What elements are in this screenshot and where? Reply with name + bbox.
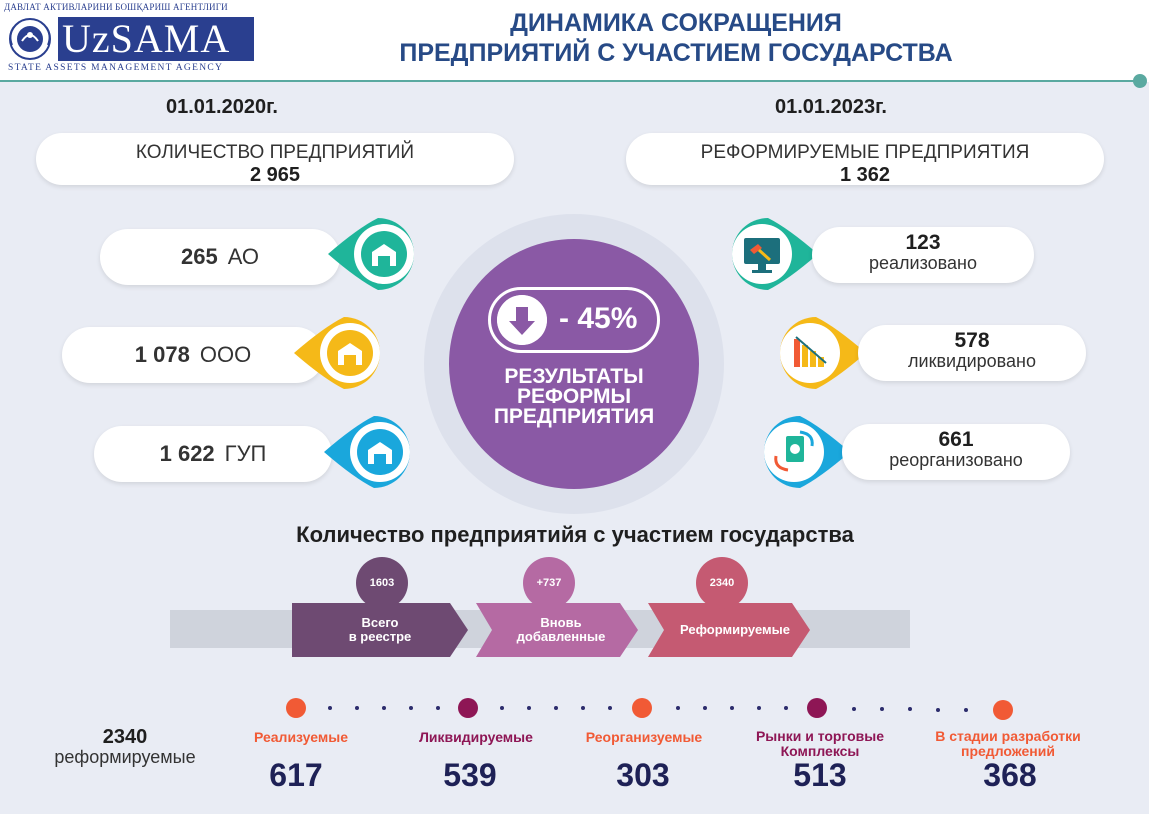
registry-bubble-reformed: 2340 <box>696 557 748 609</box>
money-cycle-icon <box>764 416 850 488</box>
category-value-reorganized: 303 <box>616 757 670 793</box>
total-enterprises-label: КОЛИЧЕСТВО ПРЕДПРИЯТИЙ <box>135 142 415 163</box>
center-caption: РЕЗУЛЬТАТЫ РЕФОРМЫ ПРЕДПРИЯТИЯ <box>493 365 655 428</box>
reorganized-card: 661 реорганизовано <box>842 424 1070 480</box>
registry-step-total: Всего в реестре <box>348 615 412 644</box>
reformed-total-label: реформируемые <box>54 747 196 767</box>
registry-arrows <box>292 603 810 657</box>
category-value-sold: 617 <box>269 757 323 793</box>
right-date: 01.01.2023г. <box>775 96 887 118</box>
left-date: 01.01.2020г. <box>166 96 278 118</box>
reorganized-label: реорганизовано <box>889 450 1023 470</box>
category-label-liquidated: Ликвидируемые <box>419 729 533 745</box>
connector-dot <box>554 706 558 710</box>
connector-dot <box>355 706 359 710</box>
liquidated-label: ликвидировано <box>908 351 1036 371</box>
reformed-enterprises-value: 1 362 <box>839 164 891 186</box>
header-divider <box>0 80 1140 82</box>
category-label-markets: Рынки и торговые Комплексы <box>755 728 885 759</box>
percent-value: - 45% <box>559 302 638 335</box>
ooo-type: ООО <box>199 342 252 367</box>
ooo-warehouse-icon <box>294 317 380 389</box>
connector-dot <box>784 706 788 710</box>
connector-dot <box>382 706 386 710</box>
connector-dot <box>527 706 531 710</box>
ooo-card: 1 078 ООО <box>62 327 324 383</box>
percent-badge: - 45% <box>488 287 660 353</box>
logo-top-text: ДАВЛАТ АКТИВЛАРИНИ БОШҚАРИШ АГЕНТЛИГИ <box>4 2 228 12</box>
connector-dot <box>757 706 761 710</box>
registry-bubble-total: 1603 <box>356 557 408 609</box>
category-dot <box>807 698 827 718</box>
registry-step-reformed: Реформируемые <box>680 622 790 637</box>
category-dot <box>632 698 652 718</box>
center-circle <box>449 239 699 489</box>
connector-dot <box>409 706 413 710</box>
connector-dot <box>964 708 968 712</box>
connector-dot <box>880 707 884 711</box>
ooo-value: 1 078 <box>134 342 190 367</box>
ao-card: 265 АО <box>100 229 340 285</box>
reformed-enterprises-label: РЕФОРМИРУЕМЫЕ ПРЕДПРИЯТИЯ <box>700 142 1030 163</box>
reorganized-value: 661 <box>938 428 974 451</box>
category-value-markets: 513 <box>793 757 847 793</box>
category-dot <box>286 698 306 718</box>
sold-card: 123 реализовано <box>812 227 1034 283</box>
registry-step-added: Вновь добавленные <box>516 615 606 644</box>
category-label-sold: Реализуемые <box>254 729 348 745</box>
connector-dot <box>436 706 440 710</box>
connector-dot <box>908 707 912 711</box>
connector-dot <box>328 706 332 710</box>
connector-dot <box>703 706 707 710</box>
ao-type: АО <box>227 244 260 269</box>
reformed-total: 2340 реформируемые <box>30 727 220 767</box>
ao-warehouse-icon <box>328 218 414 290</box>
category-dot <box>993 700 1013 720</box>
gup-type: ГУП <box>224 441 267 466</box>
category-value-proposals: 368 <box>983 757 1037 793</box>
total-enterprises-value: 2 965 <box>249 164 301 186</box>
liquidated-value: 578 <box>954 329 990 352</box>
sold-value: 123 <box>905 231 941 254</box>
reformed-total-value: 2340 <box>102 726 148 748</box>
auction-monitor-icon <box>732 218 818 290</box>
connector-dot <box>936 708 940 712</box>
ao-value: 265 <box>180 244 218 269</box>
registry-section-title: Количество предприятийя с участием госуд… <box>296 522 854 547</box>
logo-bottom-text: STATE ASSETS MANAGEMENT AGENCY <box>8 63 224 73</box>
connector-dot <box>500 706 504 710</box>
uzsama-logo: ДАВЛАТ АКТИВЛАРИНИ БОШҚАРИШ АГЕНТЛИГИ Uz… <box>4 2 258 74</box>
total-enterprises-card: КОЛИЧЕСТВО ПРЕДПРИЯТИЙ 2 965 <box>36 133 514 186</box>
sold-label: реализовано <box>869 253 977 273</box>
gup-warehouse-icon <box>324 416 410 488</box>
category-dot <box>458 698 478 718</box>
connector-dot <box>581 706 585 710</box>
header-divider-dot <box>1133 74 1147 88</box>
connector-dot <box>852 707 856 711</box>
logo-wordmark: UzSAMA <box>58 16 254 61</box>
reformed-enterprises-card: РЕФОРМИРУЕМЫЕ ПРЕДПРИЯТИЯ 1 362 <box>626 133 1104 186</box>
registry-arrow-total <box>292 603 468 657</box>
registry-bubble-added: +737 <box>523 557 575 609</box>
category-label-reorganized: Реорганизуемые <box>585 729 703 745</box>
page-title: ДИНАМИКА СОКРАЩЕНИЯ ПРЕДПРИЯТИЙ С УЧАСТИ… <box>399 9 953 67</box>
gup-card: 1 622 ГУП <box>94 426 332 482</box>
header: ДАВЛАТ АКТИВЛАРИНИ БОШҚАРИШ АГЕНТЛИГИ Uz… <box>0 0 1149 88</box>
liquidated-card: 578 ликвидировано <box>858 325 1086 381</box>
declining-chart-icon <box>780 317 866 389</box>
down-arrow-icon <box>497 295 547 345</box>
registry-arrow-reformed <box>648 603 810 657</box>
connector-dot <box>608 706 612 710</box>
gup-value: 1 622 <box>159 441 215 466</box>
connector-dot <box>730 706 734 710</box>
connector-dot <box>676 706 680 710</box>
category-value-liquidated: 539 <box>443 757 497 793</box>
state-emblem-icon <box>9 18 51 60</box>
category-label-proposals: В стадии разработки предложений <box>935 728 1081 759</box>
registry-arrow-added <box>476 603 638 657</box>
